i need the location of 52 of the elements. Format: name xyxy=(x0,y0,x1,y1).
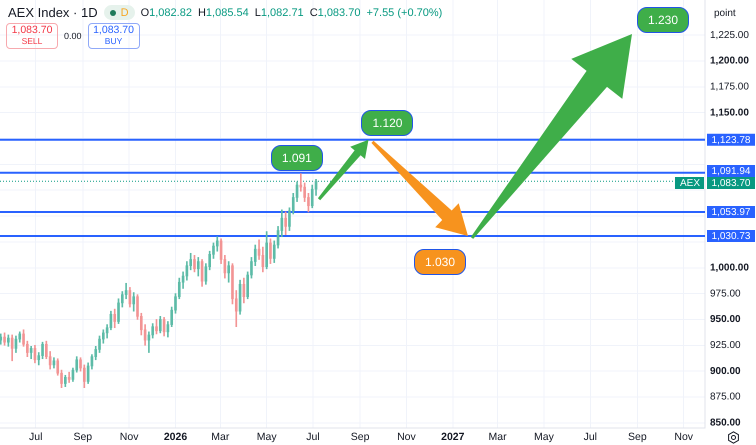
callout-bubble: 1.091 xyxy=(270,144,323,171)
x-tick-label: 2027 xyxy=(441,431,465,444)
ref-line-label: 1,053.97 xyxy=(712,207,751,218)
y-tick-label: 1,150.00 xyxy=(710,107,750,118)
y-tick-label: 1,225.00 xyxy=(710,30,750,41)
x-tick-label: Jul xyxy=(584,431,598,444)
annotation: 0.00 xyxy=(64,31,82,41)
y-tick-label: 950.00 xyxy=(710,314,742,326)
callout-bubble: 1.120 xyxy=(361,110,414,136)
annotation: L1,082.71 xyxy=(254,6,304,18)
y-tick-label: 875.00 xyxy=(710,392,742,403)
annotation: AEX xyxy=(680,178,700,190)
buy-button: 1,083.70 BUY xyxy=(88,23,140,49)
ref-line-label: 1,091.94 xyxy=(712,166,751,178)
annotation: 1,083.70 xyxy=(12,24,52,36)
annotation: C1,083.70 xyxy=(310,6,360,18)
callout-bubble: 1.230 xyxy=(637,7,690,33)
status-badge: D xyxy=(104,5,135,20)
x-tick-label: Jul xyxy=(28,431,42,444)
y-tick-label: 1,200.00 xyxy=(710,56,750,67)
x-tick-label: Sep xyxy=(628,431,647,444)
x-tick-label: May xyxy=(256,431,278,444)
x-tick-label: May xyxy=(534,431,555,444)
annotation: +7.55 (+0.70%) xyxy=(366,6,442,18)
y-axis-title: point xyxy=(714,8,736,19)
y-tick-label: 975.00 xyxy=(710,288,742,300)
sell-button: 1,083.70 SELL xyxy=(6,23,58,49)
annotation: SELL xyxy=(22,36,42,47)
x-tick-label: Nov xyxy=(120,431,140,444)
annotation: D xyxy=(120,6,129,18)
annotation: 1,083.70 xyxy=(93,24,134,36)
y-tick-label: 1,175.00 xyxy=(710,82,750,93)
chart-title: AEX Index · 1D xyxy=(8,5,98,20)
y-tick-label: 925.00 xyxy=(710,340,742,352)
x-tick-label: Jul xyxy=(306,431,320,444)
y-tick-label: 1,000.00 xyxy=(710,262,750,274)
x-tick-label: Nov xyxy=(674,431,694,444)
y-tick-label: 850.00 xyxy=(710,418,742,429)
x-tick-label: Nov xyxy=(397,431,417,444)
y-tick-label: 900.00 xyxy=(710,366,742,377)
ref-line-label: 1,083.70 xyxy=(712,178,751,190)
annotation: BUY xyxy=(104,36,122,47)
callout-bubble: 1.030 xyxy=(414,248,466,275)
x-tick-label: Sep xyxy=(73,431,92,444)
x-tick-label: Mar xyxy=(211,431,230,444)
x-tick-label: Mar xyxy=(488,431,508,444)
annotation: O1,082.82 xyxy=(140,6,192,18)
x-tick-label: 2026 xyxy=(164,431,188,444)
annotation: H1,085.54 xyxy=(198,6,249,18)
ref-line-label: 1,030.73 xyxy=(712,231,751,242)
x-tick-label: Sep xyxy=(350,431,370,444)
ref-line-label: 1,123.78 xyxy=(712,135,751,146)
